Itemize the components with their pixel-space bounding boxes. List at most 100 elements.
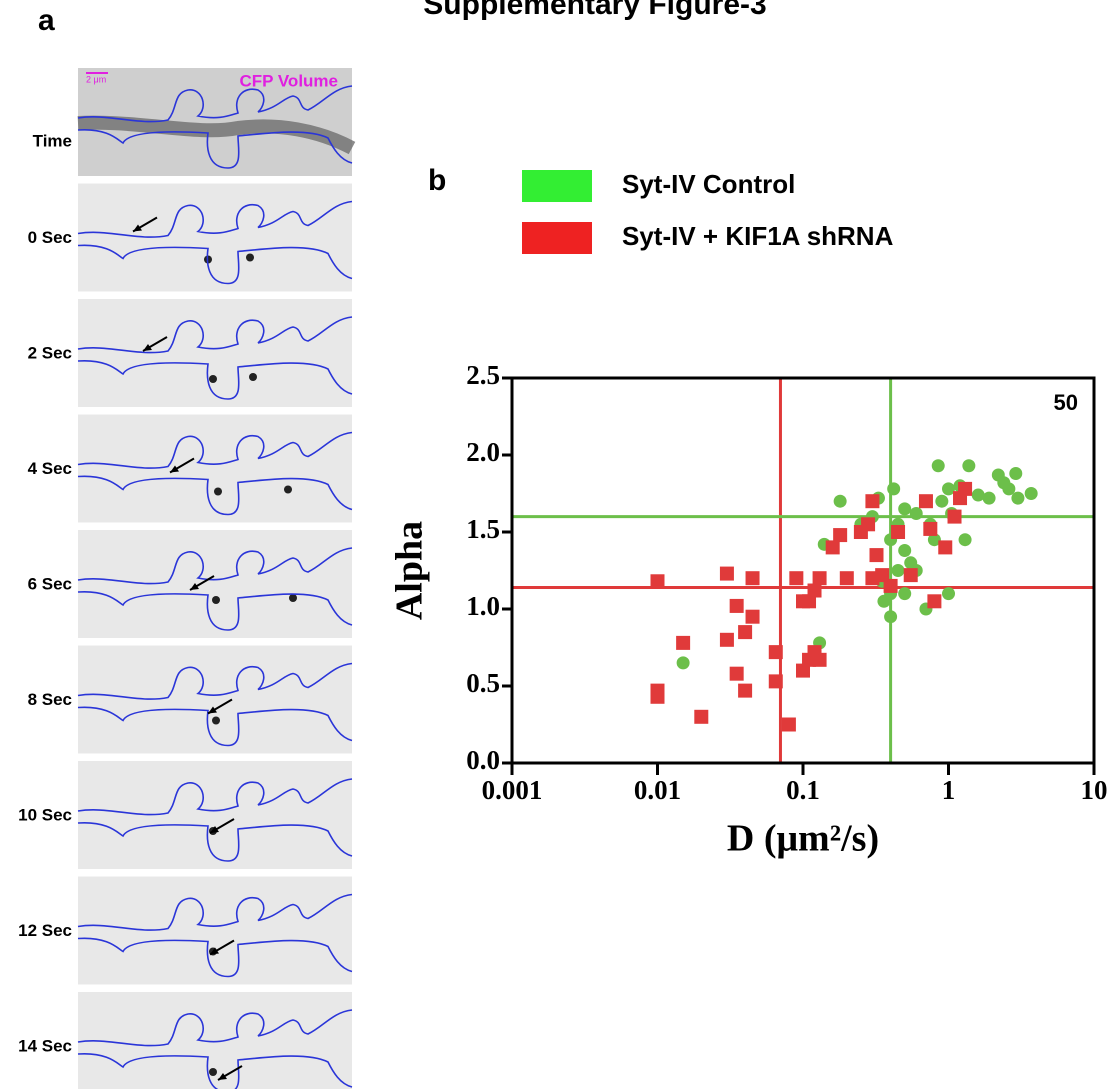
point: [676, 635, 691, 650]
point: [923, 521, 938, 536]
arrow-head: [143, 344, 152, 351]
row-label: 0 Sec: [28, 228, 72, 247]
point: [833, 494, 847, 508]
legend-label: Syt-IV + KIF1A shRNA: [622, 221, 894, 251]
micrograph-background: [78, 414, 352, 523]
x-tick-label: 1: [942, 775, 956, 805]
legend-label: Syt-IV Control: [622, 169, 795, 199]
vesicle: [212, 596, 220, 604]
vesicle: [289, 594, 297, 602]
point: [869, 548, 884, 563]
x-tick-label: 0.001: [482, 775, 543, 805]
point: [719, 566, 734, 581]
micrograph: 2 μm CFP Volume: [77, 68, 356, 176]
arrow-head: [170, 465, 179, 473]
arrow-head: [210, 826, 219, 833]
micrograph-background: [78, 876, 352, 985]
y-tick-label: 1.5: [466, 514, 500, 544]
point: [745, 571, 760, 586]
point: [877, 594, 891, 608]
y-axis-label: Alpha: [389, 521, 431, 620]
point: [942, 482, 955, 496]
point: [768, 674, 783, 689]
plot-frame: [510, 376, 1096, 765]
vesicle: [214, 487, 222, 496]
row-label: 12 Sec: [18, 921, 72, 940]
point: [812, 652, 827, 667]
point: [971, 488, 985, 502]
micrograph: [77, 183, 353, 292]
point: [833, 528, 848, 543]
x-axis-label: D (μm²/s): [727, 818, 879, 860]
row-label: 2 Sec: [28, 343, 72, 362]
panel-label: a: [38, 4, 55, 37]
row-label: Time: [33, 131, 72, 150]
point: [938, 540, 953, 555]
row-label: 14 Sec: [18, 1036, 72, 1055]
micrograph-background: [78, 530, 352, 638]
point: [982, 491, 996, 505]
vesicle: [249, 373, 257, 381]
point: [839, 571, 854, 586]
micrograph: [77, 876, 353, 985]
row-label: 6 Sec: [28, 574, 72, 593]
vesicle: [209, 1068, 217, 1076]
micrograph: [77, 299, 353, 407]
point: [898, 502, 912, 516]
y-tick-label: 2.0: [466, 437, 500, 467]
point: [927, 594, 942, 609]
point: [796, 663, 810, 678]
micrograph-background: [78, 299, 352, 407]
point: [812, 571, 827, 586]
vesicle: [284, 485, 292, 494]
point: [745, 609, 760, 624]
point: [997, 476, 1011, 490]
arrow-head: [133, 224, 142, 232]
point: [935, 494, 949, 508]
point: [942, 587, 955, 601]
point: [918, 494, 933, 509]
point: [958, 533, 972, 547]
point: [1011, 491, 1025, 505]
row-label: 4 Sec: [28, 459, 72, 478]
point: [694, 709, 709, 724]
vesicle: [246, 253, 254, 262]
point: [958, 481, 973, 496]
point: [789, 571, 804, 586]
point: [884, 610, 898, 624]
x-tick-label: 0.01: [634, 775, 681, 805]
micrograph-background: [78, 645, 352, 754]
point: [891, 564, 905, 577]
annotation: 50: [1054, 390, 1078, 415]
point: [738, 683, 753, 698]
arrow-head: [210, 947, 219, 955]
point: [883, 578, 898, 593]
y-tick-label: 0.0: [466, 745, 500, 775]
point: [768, 645, 783, 660]
point: [947, 509, 962, 524]
arrow-head: [218, 1073, 227, 1080]
micrograph-background: [78, 761, 352, 869]
point: [807, 583, 822, 598]
y-tick-label: 0.5: [466, 668, 500, 698]
point: [1024, 487, 1038, 500]
row-label: 8 Sec: [28, 690, 72, 709]
point: [802, 594, 817, 609]
point: [909, 507, 923, 521]
point: [962, 459, 976, 473]
legend-swatch: [522, 222, 592, 254]
point: [650, 689, 665, 704]
panel-a: 2 μm CFP Volume Time 0 Sec 2 Sec 4 Sec 6 Sec 8 …: [18, 68, 356, 1089]
point: [729, 666, 744, 681]
point: [1009, 466, 1023, 480]
micrograph: [77, 414, 353, 523]
point: [676, 656, 690, 670]
point: [891, 525, 906, 539]
point: [898, 587, 912, 601]
point: [865, 494, 880, 509]
point: [861, 517, 876, 532]
arrow-head: [190, 583, 199, 590]
point: [927, 533, 941, 547]
point: [865, 571, 880, 586]
